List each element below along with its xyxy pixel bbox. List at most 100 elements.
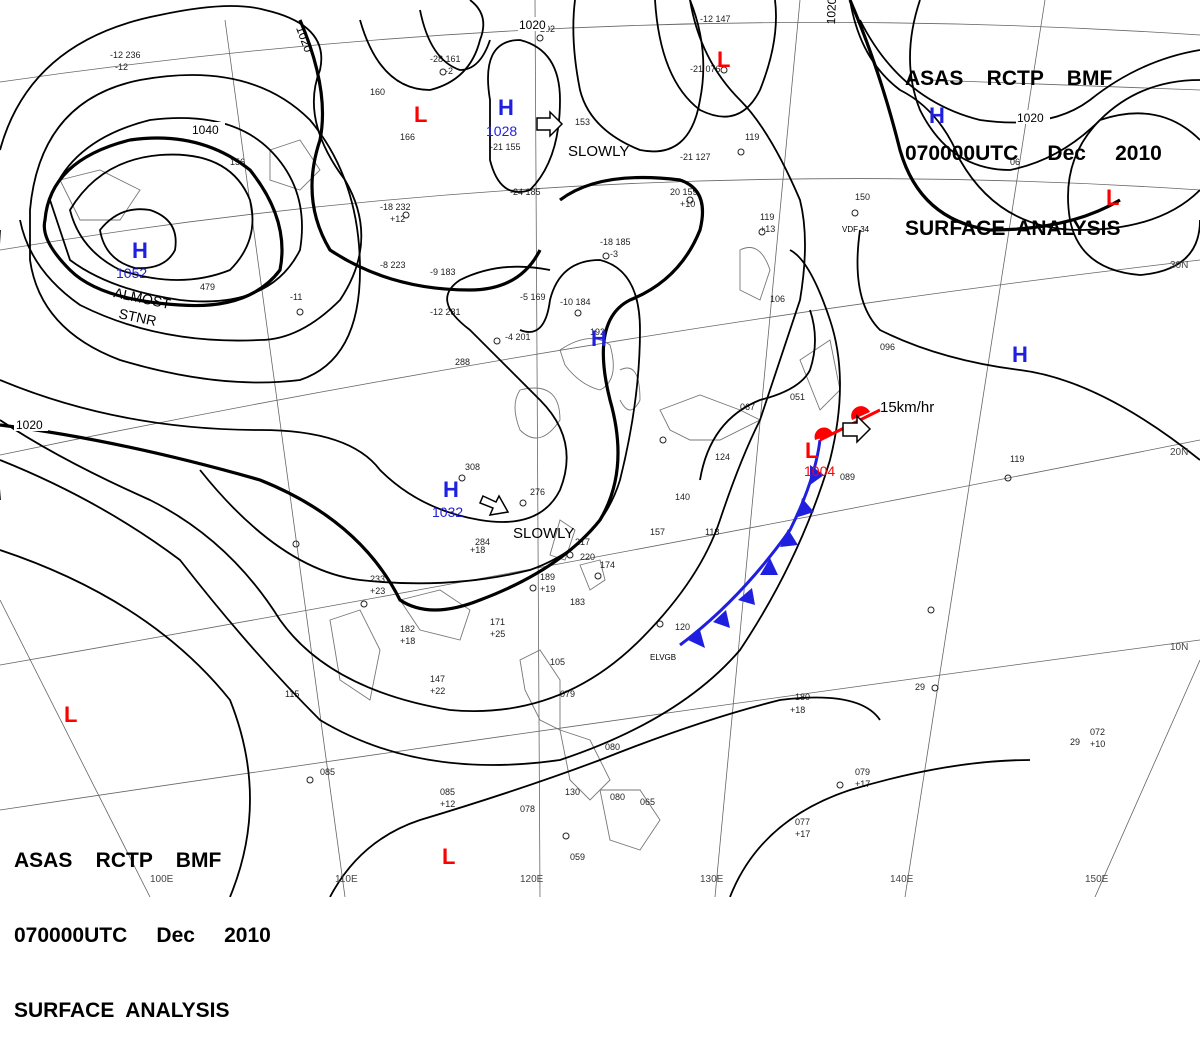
stnr-label: STNR [117, 305, 158, 329]
lon-120-label: 120E [520, 874, 544, 885]
svg-text:217: 217 [575, 537, 590, 547]
low-1-value: 1004 [804, 463, 835, 479]
svg-text:-10 184: -10 184 [560, 297, 591, 307]
svg-text:233: 233 [370, 574, 385, 584]
low-symbol-c: L [64, 702, 77, 727]
svg-text:059: 059 [570, 852, 585, 862]
svg-text:-4 201: -4 201 [505, 332, 531, 342]
svg-text:183: 183 [570, 597, 585, 607]
isobar-label-5: 1040 [192, 123, 219, 137]
lat-20-label: 20N [1170, 447, 1188, 458]
isobar-label-6: 1020 [1017, 111, 1044, 125]
svg-text:-28 161: -28 161 [430, 54, 461, 64]
svg-text:160: 160 [370, 87, 385, 97]
svg-text:-12 147: -12 147 [700, 14, 731, 24]
svg-text:080: 080 [605, 742, 620, 752]
isobar-label-4: 1020 [824, 0, 839, 25]
svg-text:-3: -3 [610, 249, 618, 259]
high-3-value: 1032 [432, 504, 463, 520]
svg-text:+18: +18 [470, 545, 485, 555]
svg-text:-5 169: -5 169 [520, 292, 546, 302]
svg-text:119: 119 [1010, 454, 1024, 464]
header-top-line2: 070000UTC Dec 2010 [905, 142, 1162, 165]
svg-text:166: 166 [400, 132, 415, 142]
svg-text:174: 174 [600, 560, 615, 570]
svg-text:-21 155: -21 155 [490, 142, 521, 152]
svg-text:308: 308 [465, 462, 480, 472]
svg-text:106: 106 [770, 294, 785, 304]
high-4-symbol: H [591, 326, 607, 351]
surface-analysis-map: -12 236-12 -28 161-2 202 -12 147-21 076 … [0, 0, 1200, 897]
svg-text:078: 078 [520, 804, 535, 814]
svg-text:-2: -2 [445, 66, 453, 76]
svg-text:192: 192 [590, 327, 605, 337]
svg-text:+19: +19 [540, 584, 555, 594]
svg-text:06: 06 [1010, 157, 1020, 167]
svg-text:096: 096 [880, 342, 895, 352]
isobars [0, 0, 1200, 897]
svg-text:+12: +12 [440, 799, 455, 809]
svg-text:120: 120 [675, 622, 690, 632]
low-symbol-a: L [717, 47, 730, 72]
low-symbol-b: L [1106, 185, 1119, 210]
lat-10-label: 10N [1170, 642, 1188, 653]
svg-text:150: 150 [855, 192, 870, 202]
isobar-label-3: 1020 [293, 24, 315, 54]
header-bottom-line2: 070000UTC Dec 2010 [14, 924, 271, 947]
svg-text:+18: +18 [400, 636, 415, 646]
svg-text:171: 171 [490, 617, 505, 627]
svg-text:+13: +13 [760, 224, 775, 234]
high-5-symbol: H [929, 103, 945, 128]
low-2-symbol: L [414, 102, 427, 127]
svg-text:080: 080 [610, 792, 625, 802]
high-6-symbol: H [1012, 342, 1028, 367]
svg-text:124: 124 [715, 452, 730, 462]
header-bottom-line3: SURFACE ANALYSIS [14, 999, 230, 1022]
svg-text:105: 105 [550, 657, 565, 667]
pressure-centers: H 1052 H 1028 H 1032 H H H L 1004 L L L … [64, 47, 1119, 869]
svg-text:+12: +12 [390, 214, 405, 224]
axis-labels: 30N 20N 10N 100E 110E 120E 130E 140E 150… [150, 260, 1188, 885]
svg-text:130: 130 [565, 787, 580, 797]
svg-text:189: 189 [540, 572, 555, 582]
svg-text:089: 089 [840, 472, 855, 482]
svg-text:051: 051 [790, 392, 805, 402]
header-top: ASAS RCTP BMF 070000UTC Dec 2010 SURFACE… [905, 16, 1162, 266]
svg-text:153: 153 [575, 117, 590, 127]
svg-text:079: 079 [855, 767, 870, 777]
vdf-label: VDF 34 [842, 225, 870, 234]
svg-text:-18 185: -18 185 [600, 237, 631, 247]
motion-labels: SLOWLY SLOWLY 15km/hr [513, 143, 934, 542]
svg-text:20 159: 20 159 [670, 187, 698, 197]
slowly-label-1: SLOWLY [568, 143, 629, 160]
svg-text:+10: +10 [680, 199, 695, 209]
svg-text:-21 076: -21 076 [690, 64, 721, 74]
svg-text:-12: -12 [115, 62, 128, 72]
high-1-value: 1052 [116, 265, 147, 281]
svg-text:072: 072 [1090, 727, 1105, 737]
svg-text:479: 479 [200, 282, 215, 292]
svg-text:+10: +10 [1090, 739, 1105, 749]
motion-arrows [479, 110, 872, 516]
svg-text:118: 118 [705, 527, 719, 537]
svg-text:+18: +18 [790, 705, 805, 715]
svg-text:-9 183: -9 183 [430, 267, 456, 277]
high-1-symbol: H [132, 238, 148, 263]
svg-text:220: 220 [580, 552, 595, 562]
low-1-symbol: L [805, 438, 818, 463]
svg-text:+23: +23 [370, 586, 385, 596]
svg-text:288: 288 [455, 357, 470, 367]
svg-text:115: 115 [285, 689, 299, 699]
svg-text:085: 085 [320, 767, 335, 777]
lon-100-label: 100E [150, 874, 174, 885]
high-2-symbol: H [498, 95, 514, 120]
svg-text:065: 065 [640, 797, 655, 807]
low-symbol-d: L [442, 844, 455, 869]
svg-text:140: 140 [675, 492, 690, 502]
lat-30-label: 30N [1170, 260, 1188, 271]
header-bottom: ASAS RCTP BMF 070000UTC Dec 2010 SURFACE… [14, 798, 271, 1048]
svg-text:157: 157 [650, 527, 665, 537]
svg-text:-12 281: -12 281 [430, 307, 461, 317]
slowly-label-2: SLOWLY [513, 525, 574, 542]
svg-text:+25: +25 [490, 629, 505, 639]
